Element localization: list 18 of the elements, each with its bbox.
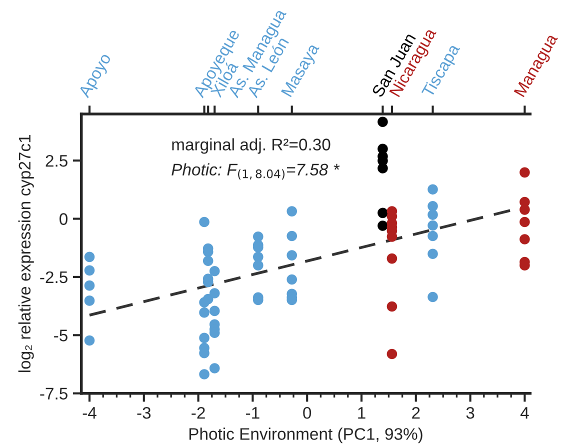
x-tick-label: -3 (137, 406, 151, 419)
x-tick-label: 3 (466, 406, 474, 419)
y-tick-label: -2.5 (40, 271, 68, 284)
y-tick-label: 2.5 (46, 154, 68, 167)
y-tick-label: 0 (60, 213, 68, 225)
x-tick-label: 0 (303, 406, 312, 419)
y-tick-label: -5 (54, 330, 68, 342)
annotation: Photic: F$_{(1,8.04)}$=7.58 * (172, 163, 340, 180)
x-axis-title: Photic Environment (PC1, 93%) (189, 428, 422, 444)
y-tick-label: -7.5 (40, 388, 68, 400)
x-tick-label: -2 (192, 406, 205, 419)
x-tick-label: 1 (358, 407, 366, 419)
x-tick-label: 4 (520, 407, 529, 419)
x-tick-label: -4 (82, 407, 96, 419)
y-axis-title: log₂ relative expression cyp27c1 (18, 134, 34, 372)
x-tick-label: 2 (412, 406, 420, 419)
annotation: marginal adj. R²=0.30 (172, 138, 330, 154)
x-tick-label: -1 (246, 407, 260, 419)
